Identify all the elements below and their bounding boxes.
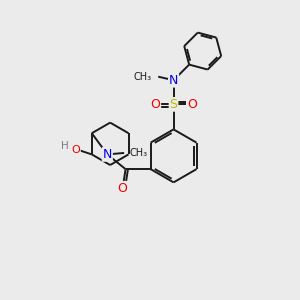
Text: CH₃: CH₃: [133, 72, 152, 82]
Text: O: O: [187, 98, 197, 111]
Text: N: N: [169, 74, 178, 87]
Text: O: O: [118, 182, 128, 195]
Text: O: O: [71, 145, 80, 155]
Text: H: H: [61, 142, 68, 152]
Text: N: N: [103, 148, 112, 161]
Text: CH₃: CH₃: [129, 148, 148, 158]
Text: S: S: [169, 98, 178, 111]
Text: O: O: [150, 98, 160, 111]
